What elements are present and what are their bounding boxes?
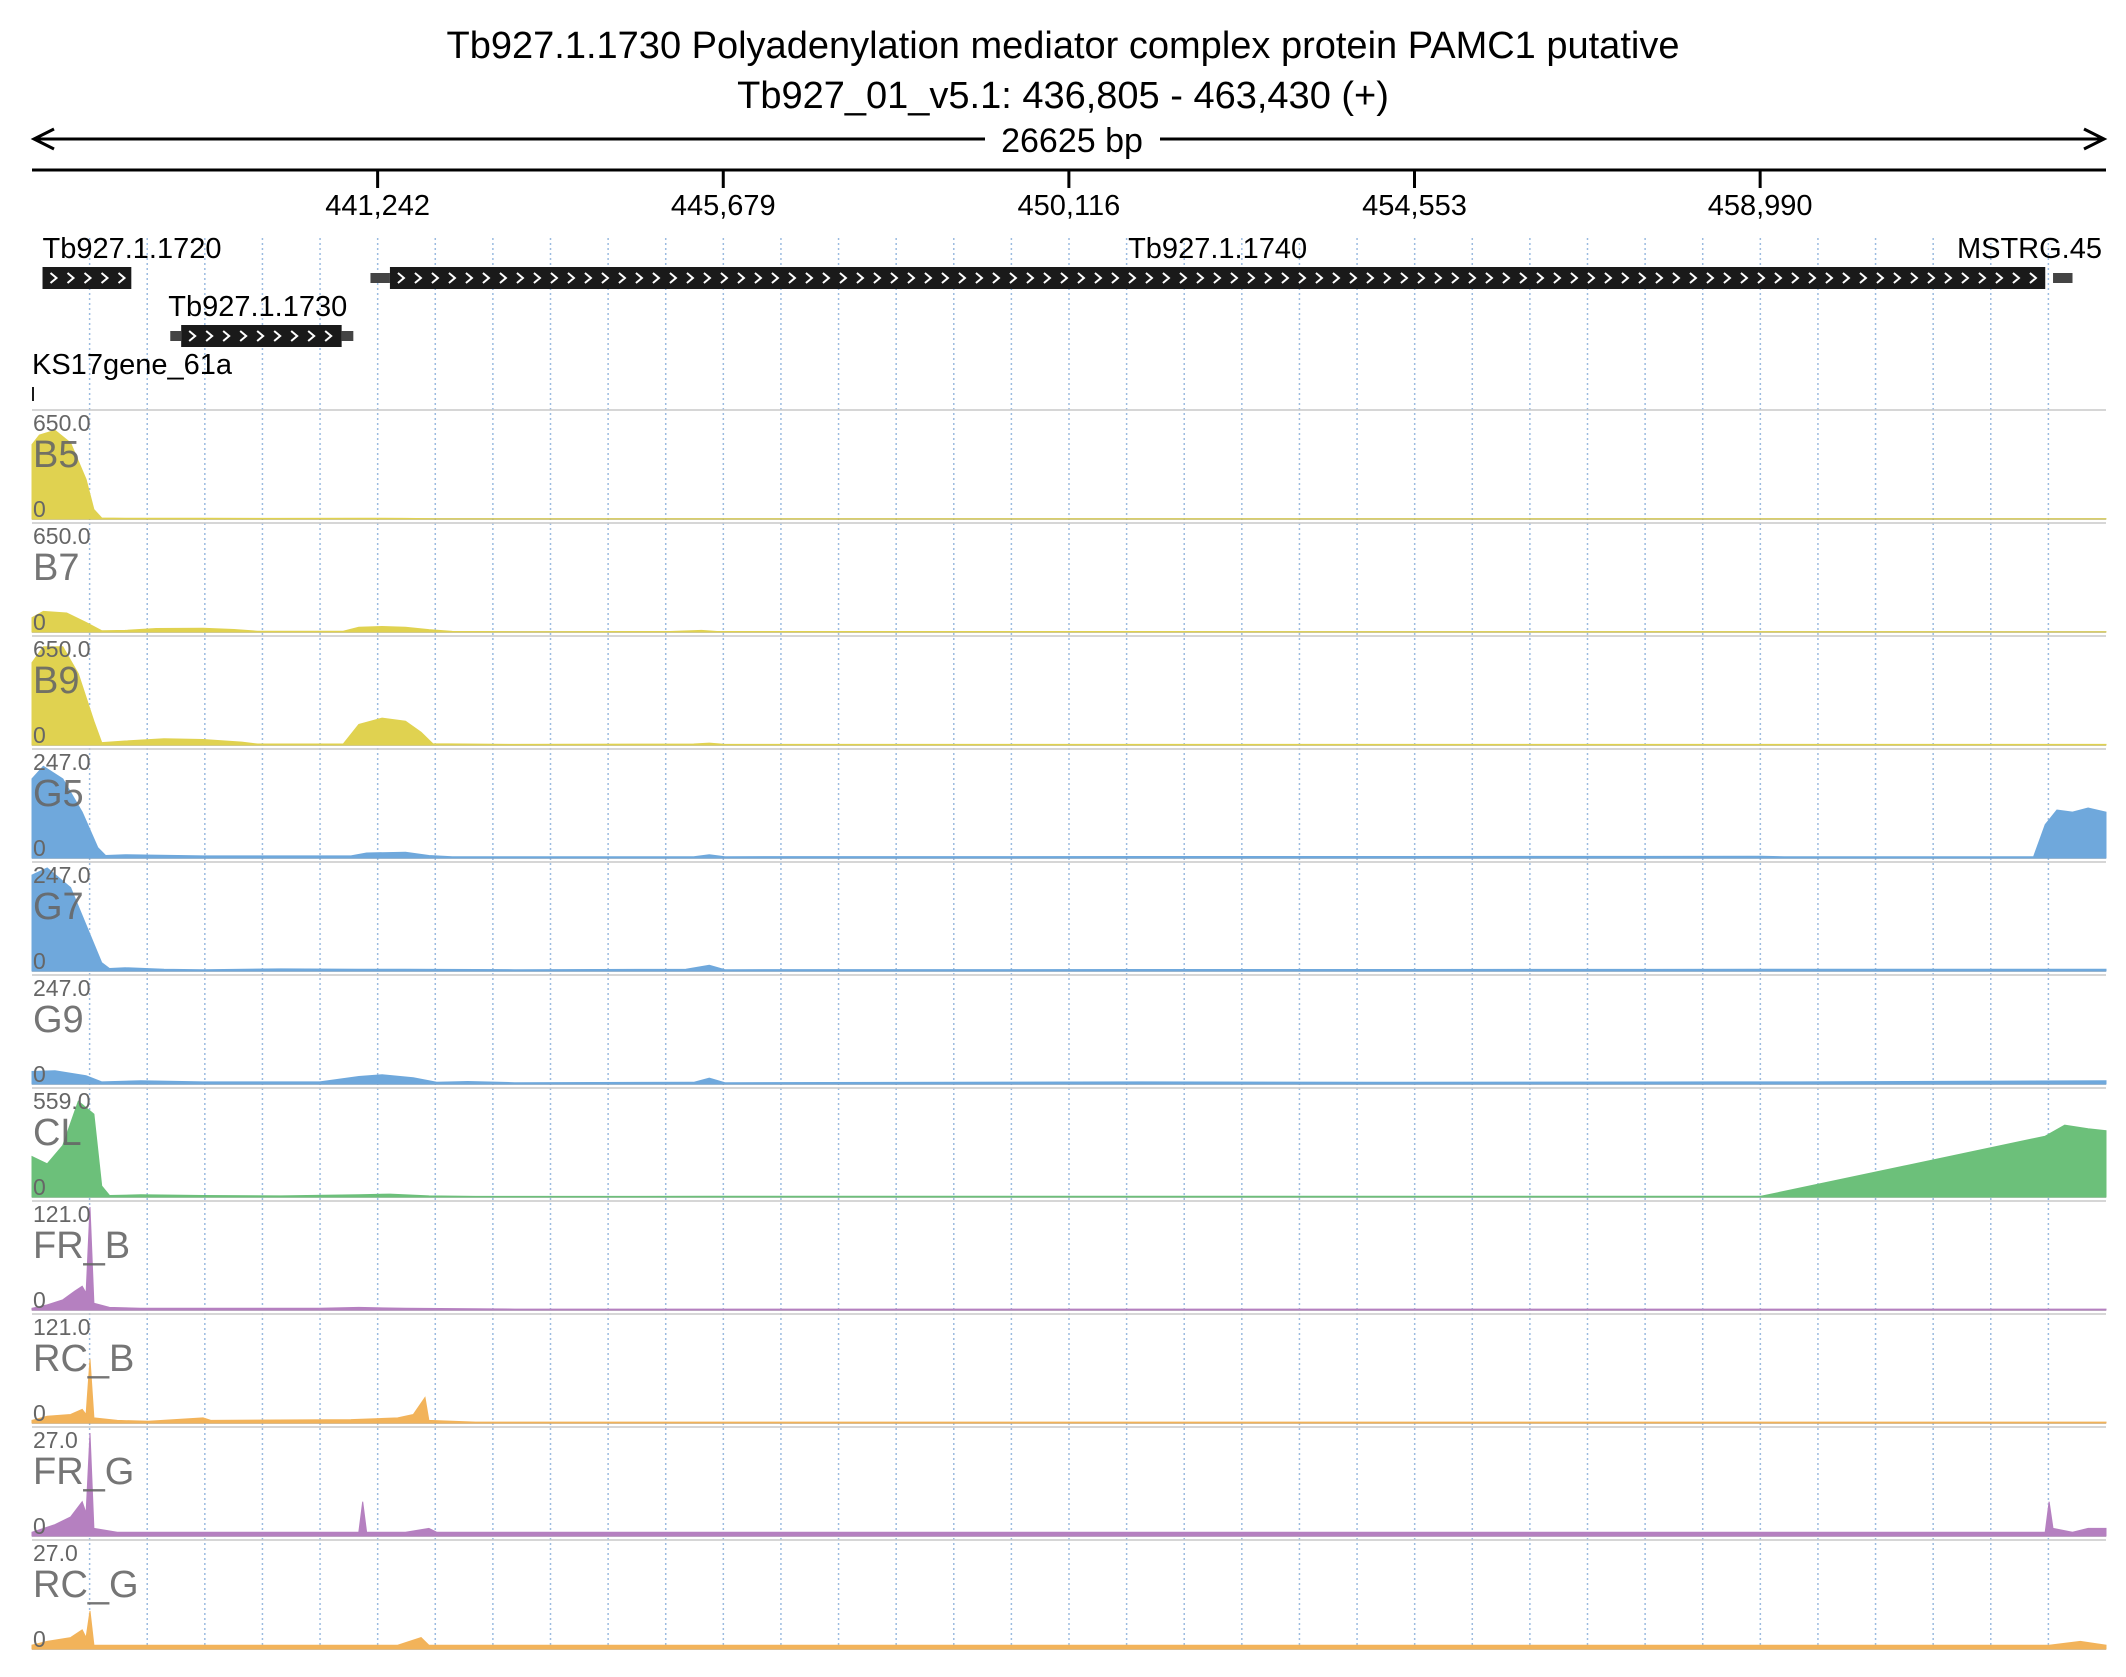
track-name-label: G9 <box>33 999 84 1041</box>
track-max-label: 121.0 <box>33 1314 91 1340</box>
coverage-area <box>31 1610 2107 1650</box>
chart-title: Tb927.1.1730 Polyadenylation mediator co… <box>447 25 1680 67</box>
track-name-label: FR_B <box>33 1225 130 1267</box>
span-arrow-left-icon <box>30 127 55 151</box>
track-min-label: 0 <box>33 1061 46 1087</box>
gene-strand-chevrons <box>188 330 333 342</box>
track-min-label: 0 <box>33 1513 46 1539</box>
gene-utr5 <box>370 273 390 283</box>
gene-body <box>42 267 132 289</box>
track-name-label: G5 <box>33 773 84 815</box>
gene-label: Tb927.1.1720 <box>43 233 222 265</box>
track-max-label: 121.0 <box>33 1201 91 1227</box>
vertical-grid <box>88 238 2050 1648</box>
gene-strand-chevrons <box>397 272 2038 284</box>
gene-label: MSTRG.45 <box>1957 233 2102 265</box>
track-min-label: 0 <box>33 722 46 748</box>
track-name-label: CL <box>33 1112 82 1154</box>
track-min-label: 0 <box>33 1287 46 1313</box>
track-b9: 650.0B9 0 <box>31 635 2107 748</box>
gene-body <box>181 325 342 347</box>
coverage-area <box>31 1359 2107 1424</box>
axis-tick-label: 454,553 <box>1362 190 1467 222</box>
track-name-label: B9 <box>33 660 79 702</box>
track-max-label: 559.0 <box>33 1088 91 1114</box>
coverage-area <box>31 429 2107 520</box>
span-label: 26625 bp <box>1001 122 1143 160</box>
track-name-label: RC_B <box>33 1338 134 1380</box>
coverage-area <box>31 1100 2107 1198</box>
gene-utr3 <box>2053 273 2073 283</box>
gene-body <box>389 267 2046 289</box>
gene-strand-chevrons <box>49 272 127 284</box>
coverage-area <box>31 610 2107 633</box>
track-min-label: 0 <box>33 1174 46 1200</box>
track-b7: 650.0B7 0 <box>31 522 2107 635</box>
gene-annotation-track: Tb927.1.1720 Tb927.1.1740 MSTRG.45 Tb927.1.… <box>32 233 2102 401</box>
track-g9: 247.0G9 0 <box>31 974 2107 1087</box>
track-g5: 247.0G5 0 <box>31 748 2107 861</box>
axis-tick-label: 441,242 <box>325 190 430 222</box>
track-max-label: 27.0 <box>33 1427 78 1453</box>
coordinate-axis: 441,242 445,679 450,116 454,553 458,990 <box>32 168 2106 222</box>
coverage-area <box>31 765 2107 859</box>
track-min-label: 0 <box>33 835 46 861</box>
coverage-area <box>31 646 2107 746</box>
gene-utr5 <box>170 331 182 341</box>
track-name-label: G7 <box>33 886 84 928</box>
track-max-label: 247.0 <box>33 749 91 775</box>
coverage-area <box>31 867 2107 972</box>
track-max-label: 650.0 <box>33 523 91 549</box>
coverage-area <box>31 1206 2107 1311</box>
axis-tick-label: 445,679 <box>671 190 776 222</box>
gene-label: Tb927.1.1740 <box>1128 233 1307 265</box>
track-rc-b: 121.0RC_B 0 <box>31 1313 2107 1426</box>
axis-tick-label: 450,116 <box>1018 190 1121 222</box>
gene-utr3 <box>341 331 354 341</box>
coverage-area <box>31 1432 2107 1537</box>
gene-label: Tb927.1.1730 <box>168 291 347 323</box>
track-rc-g: 27.0RC_G 0 <box>31 1539 2107 1652</box>
track-max-label: 247.0 <box>33 862 91 888</box>
track-min-label: 0 <box>33 948 46 974</box>
gene-body <box>32 387 34 401</box>
axis-tick-label: 458,990 <box>1708 190 1813 222</box>
track-name-label: RC_G <box>33 1564 139 1606</box>
track-fr-b: 121.0FR_B 0 <box>31 1200 2107 1313</box>
track-min-label: 0 <box>33 1400 46 1426</box>
coverage-tracks: 650.0B50650.0B70650.0B90247.0G50247.0G70… <box>31 409 2107 1652</box>
track-max-label: 650.0 <box>33 636 91 662</box>
track-max-label: 650.0 <box>33 410 91 436</box>
track-name-label: FR_G <box>33 1451 134 1493</box>
track-min-label: 0 <box>33 496 46 522</box>
gene-label: KS17gene_61a <box>32 349 233 381</box>
track-g7: 247.0G7 0 <box>31 861 2107 974</box>
track-min-label: 0 <box>33 1626 46 1652</box>
track-max-label: 27.0 <box>33 1540 78 1566</box>
track-cl: 559.0CL 0 <box>31 1087 2107 1200</box>
span-arrow-right-icon <box>2083 127 2108 151</box>
track-b5: 650.0B5 0 <box>31 409 2107 522</box>
span-indicator: 26625 bp <box>30 122 2108 160</box>
track-fr-g: 27.0FR_G 0 <box>31 1426 2107 1539</box>
coverage-area <box>31 1070 2107 1085</box>
chart-subtitle: Tb927_01_v5.1: 436,805 - 463,430 (+) <box>737 75 1389 117</box>
track-max-label: 247.0 <box>33 975 91 1001</box>
track-min-label: 0 <box>33 609 46 635</box>
track-name-label: B7 <box>33 547 79 589</box>
track-name-label: B5 <box>33 434 79 476</box>
